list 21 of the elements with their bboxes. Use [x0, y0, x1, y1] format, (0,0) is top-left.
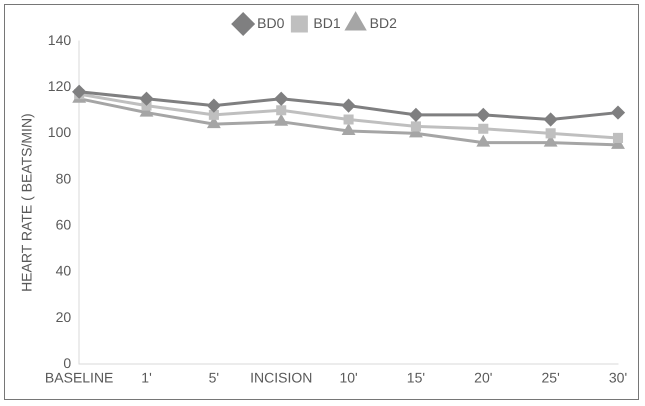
x-tick-label: INCISION	[250, 369, 312, 386]
y-tick-label: 140	[48, 32, 72, 48]
y-tick-label: 20	[56, 308, 72, 325]
y-tick-label: 0	[63, 355, 72, 372]
x-tick-label: 20'	[474, 369, 492, 386]
x-tick-label: 30'	[608, 369, 628, 386]
y-tick-label: 80	[56, 170, 72, 186]
x-tick-label: 15'	[406, 369, 426, 386]
x-tick-label: 10'	[339, 369, 358, 386]
y-axis-title: HEART RATE ( BEATS/MIN)	[18, 113, 34, 292]
x-tick-label: 5'	[208, 369, 220, 386]
legend-label: BD2	[370, 14, 398, 31]
legend-label: BD1	[313, 14, 341, 31]
legend-label: BD0	[257, 14, 285, 31]
y-tick-label: 40	[56, 262, 72, 279]
y-tick-label: 120	[48, 78, 72, 94]
y-tick-label: 60	[56, 216, 72, 233]
x-tick-label: BASELINE	[44, 369, 114, 386]
x-tick-label: 1'	[141, 369, 152, 386]
y-tick-label: 100	[48, 124, 72, 140]
x-tick-label: 25'	[542, 369, 560, 386]
